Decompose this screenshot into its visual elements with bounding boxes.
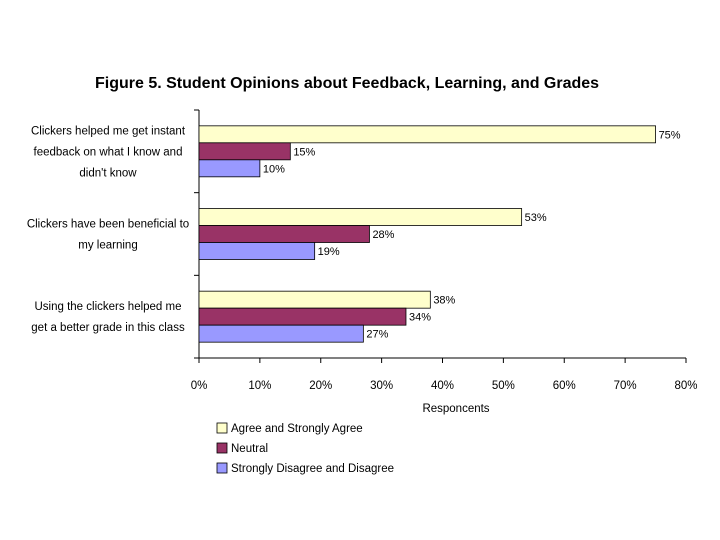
legend-swatch xyxy=(216,422,228,434)
bar xyxy=(198,208,523,226)
plot-area: 0% 10% 20% 30% 40% 50% 60% 70% 80% 75% 15% 10% Click… xyxy=(27,109,698,392)
category-label: my learning xyxy=(78,240,137,252)
data-label: 75% xyxy=(659,129,681,141)
x-tick-label: 0% xyxy=(191,380,208,392)
x-tick-label: 40% xyxy=(431,380,454,392)
data-label: 19% xyxy=(318,246,340,258)
data-label: 38% xyxy=(433,295,455,307)
x-tick-label: 60% xyxy=(553,380,576,392)
x-tick-label: 20% xyxy=(309,380,332,392)
bar xyxy=(198,225,370,243)
category-label: Clickers helped me get instant xyxy=(31,125,186,137)
legend-swatch xyxy=(216,462,228,474)
bar xyxy=(198,307,407,326)
bar xyxy=(198,242,316,260)
legend-label: Neutral xyxy=(231,443,268,455)
data-label: 28% xyxy=(372,229,394,241)
x-axis-title: Responcents xyxy=(422,403,489,415)
bar xyxy=(198,159,261,178)
legend: Agree and Strongly Agree Neutral Strongly … xyxy=(216,422,394,475)
chart-title: Figure 5. Student Opinions about Feedbac… xyxy=(95,75,599,92)
bar xyxy=(198,324,364,343)
data-label: 10% xyxy=(263,163,285,175)
category-label: didn't know xyxy=(79,167,137,179)
bar xyxy=(198,142,291,161)
data-label: 34% xyxy=(409,312,431,324)
data-label: 27% xyxy=(366,329,388,341)
legend-label: Agree and Strongly Agree xyxy=(231,423,363,435)
category-label: get a better grade in this class xyxy=(31,322,185,334)
category-label: feedback on what I know and xyxy=(34,146,183,158)
bar xyxy=(198,125,656,144)
category-label: Clickers have been beneficial to xyxy=(27,219,189,231)
legend-label: Strongly Disagree and Disagree xyxy=(231,463,394,475)
category-label: Using the clickers helped me xyxy=(34,301,181,313)
x-tick-label: 50% xyxy=(492,380,515,392)
bar xyxy=(198,290,431,309)
legend-swatch xyxy=(216,442,228,454)
x-tick-label: 70% xyxy=(614,380,637,392)
data-label: 15% xyxy=(293,146,315,158)
x-tick-label: 30% xyxy=(370,380,393,392)
data-label: 53% xyxy=(525,212,547,224)
x-tick-label: 10% xyxy=(248,380,271,392)
x-tick-label: 80% xyxy=(674,380,697,392)
